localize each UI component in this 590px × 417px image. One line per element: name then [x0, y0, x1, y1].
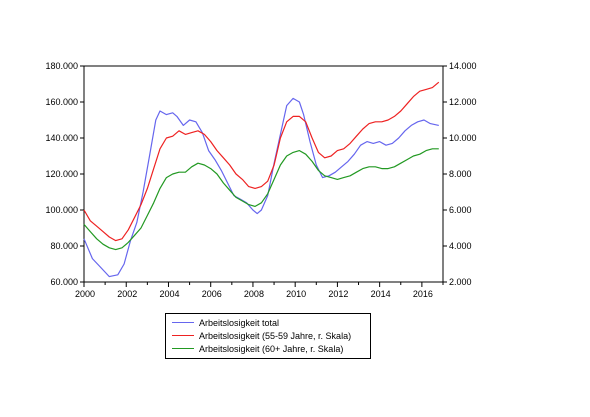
y-tick-label-left: 100.000	[45, 205, 78, 215]
x-tick-label: 2010	[286, 289, 306, 299]
y-tick-label-left: 180.000	[45, 61, 78, 71]
series-line-0	[83, 97, 439, 278]
legend-swatch-60-plus	[172, 348, 194, 349]
y-tick-label-left: 140.000	[45, 133, 78, 143]
legend-swatch-total	[172, 322, 194, 323]
x-tick-label: 2008	[244, 289, 264, 299]
y-tick-label-right: 2.000	[449, 277, 472, 287]
x-tick-label: 2000	[75, 289, 95, 299]
x-tick-label: 2014	[371, 289, 391, 299]
y-tick-label-right: 4.000	[449, 241, 472, 251]
x-tick-label: 2004	[159, 289, 179, 299]
legend-label-60-plus: Arbeitslosigkeit (60+ Jahre, r. Skala)	[199, 343, 344, 354]
legend-item-55-59: Arbeitslosigkeit (55-59 Jahre, r. Skala)	[166, 329, 370, 342]
tick-layer: 60.000 80.000 100.000 120.000 140.000 160.000…	[45, 61, 476, 299]
y-tick-label-left: 120.000	[45, 169, 78, 179]
legend-label-total: Arbeitslosigkeit total	[199, 317, 280, 328]
x-tick-label: 2012	[328, 289, 348, 299]
x-tick-label: 2006	[202, 289, 222, 299]
legend-label-55-59: Arbeitslosigkeit (55-59 Jahre, r. Skala)	[199, 330, 352, 341]
y-tick-label-right: 6.000	[449, 205, 472, 215]
x-tick-label: 2002	[117, 289, 137, 299]
series-layer	[83, 81, 440, 278]
y-tick-label-left: 60.000	[50, 277, 78, 287]
legend-item-60-plus: Arbeitslosigkeit (60+ Jahre, r. Skala)	[166, 342, 370, 355]
y-tick-label-left: 80.000	[50, 241, 78, 251]
y-tick-label-right: 10.000	[449, 133, 477, 143]
y-tick-label-right: 8.000	[449, 169, 472, 179]
legend: Arbeitslosigkeit total Arbeitslosigkeit …	[165, 313, 371, 359]
y-tick-label-right: 12.000	[449, 97, 477, 107]
legend-item-total: Arbeitslosigkeit total	[166, 316, 370, 329]
plot-frame	[83, 65, 444, 283]
y-tick-label-right: 14.000	[449, 61, 477, 71]
series-line-1	[83, 81, 440, 242]
y-tick-label-left: 160.000	[45, 97, 78, 107]
legend-swatch-55-59	[172, 335, 194, 336]
series-line-2	[83, 148, 439, 251]
x-tick-label: 2016	[413, 289, 433, 299]
